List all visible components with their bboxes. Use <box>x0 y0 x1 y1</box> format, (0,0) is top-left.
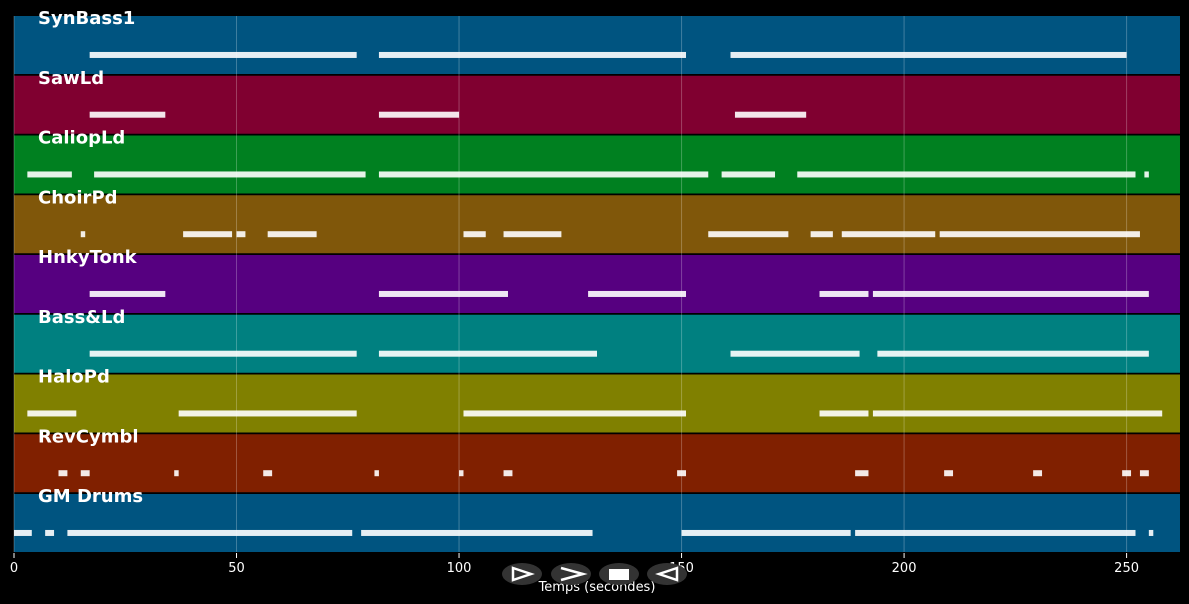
stop-button[interactable] <box>599 563 639 585</box>
track-band <box>14 16 1180 74</box>
note-span <box>944 470 954 477</box>
note-span <box>797 171 1136 178</box>
note-span <box>94 171 366 178</box>
note-span <box>841 231 936 238</box>
track-band <box>14 135 1180 194</box>
note-span <box>236 231 246 238</box>
track-band <box>14 434 1180 493</box>
track-name: RevCymbl <box>38 426 139 447</box>
x-tick-label: 50 <box>228 561 245 576</box>
note-span <box>378 171 709 178</box>
track-name: GM Drums <box>38 486 143 507</box>
note-span <box>810 231 833 238</box>
note-span <box>855 529 1136 536</box>
note-span <box>378 111 460 118</box>
forward-button[interactable] <box>551 563 591 585</box>
note-span <box>1148 529 1154 536</box>
note-span <box>730 350 860 357</box>
note-span <box>89 111 166 118</box>
note-span <box>183 231 233 238</box>
track-name: CaliopLd <box>38 128 125 149</box>
track-name: SawLd <box>38 68 104 89</box>
note-span <box>378 51 687 58</box>
track-name: SynBass1 <box>38 8 135 29</box>
note-span <box>588 290 687 297</box>
note-span <box>1122 470 1132 477</box>
x-tick-label: 0 <box>10 561 18 576</box>
note-span <box>267 231 317 238</box>
x-tick-label: 250 <box>1114 561 1139 576</box>
note-span <box>45 529 55 536</box>
track-name: HnkyTonk <box>38 247 138 268</box>
note-span <box>730 51 1127 58</box>
note-span <box>939 231 1140 238</box>
note-span <box>677 470 687 477</box>
note-span <box>877 350 1149 357</box>
note-span <box>708 231 789 238</box>
note-span <box>819 290 869 297</box>
track-band <box>14 494 1180 552</box>
note-span <box>80 231 86 238</box>
note-span <box>89 51 357 58</box>
note-span <box>463 231 486 238</box>
note-span <box>263 470 273 477</box>
note-span <box>174 470 179 477</box>
note-span <box>378 350 597 357</box>
track-band <box>14 314 1180 373</box>
note-span <box>1144 171 1149 178</box>
playback-controls <box>502 563 687 585</box>
track-name: ChoirPd <box>38 187 118 208</box>
note-span <box>721 171 776 178</box>
note-span <box>734 111 807 118</box>
note-span <box>1139 470 1149 477</box>
x-axis-label: Temps (secondes) <box>538 580 656 595</box>
note-span <box>1033 470 1043 477</box>
x-tick-label: 100 <box>447 561 472 576</box>
note-span <box>89 290 166 297</box>
note-span <box>27 171 72 178</box>
note-span <box>80 470 90 477</box>
note-span <box>58 470 68 477</box>
track-band <box>14 255 1180 313</box>
rewind-button[interactable] <box>647 563 687 585</box>
track-band <box>14 195 1180 254</box>
note-span <box>503 470 513 477</box>
track-name: Bass&Ld <box>38 307 125 328</box>
note-span <box>503 231 562 238</box>
note-span <box>361 529 593 536</box>
note-span <box>27 410 77 417</box>
note-span <box>14 529 32 536</box>
note-span <box>463 410 687 417</box>
note-span <box>178 410 357 417</box>
note-span <box>67 529 353 536</box>
note-span <box>374 470 379 477</box>
x-tick-label: 200 <box>892 561 917 576</box>
note-span <box>89 350 357 357</box>
note-span <box>872 410 1163 417</box>
note-span <box>459 470 464 477</box>
note-span <box>855 470 869 477</box>
track-name: HaloPd <box>38 367 110 388</box>
note-span <box>378 290 508 297</box>
note-span <box>819 410 869 417</box>
track-band <box>14 75 1180 134</box>
play-button[interactable] <box>502 563 542 585</box>
track-band <box>14 374 1180 433</box>
note-span <box>681 529 851 536</box>
note-span <box>872 290 1149 297</box>
